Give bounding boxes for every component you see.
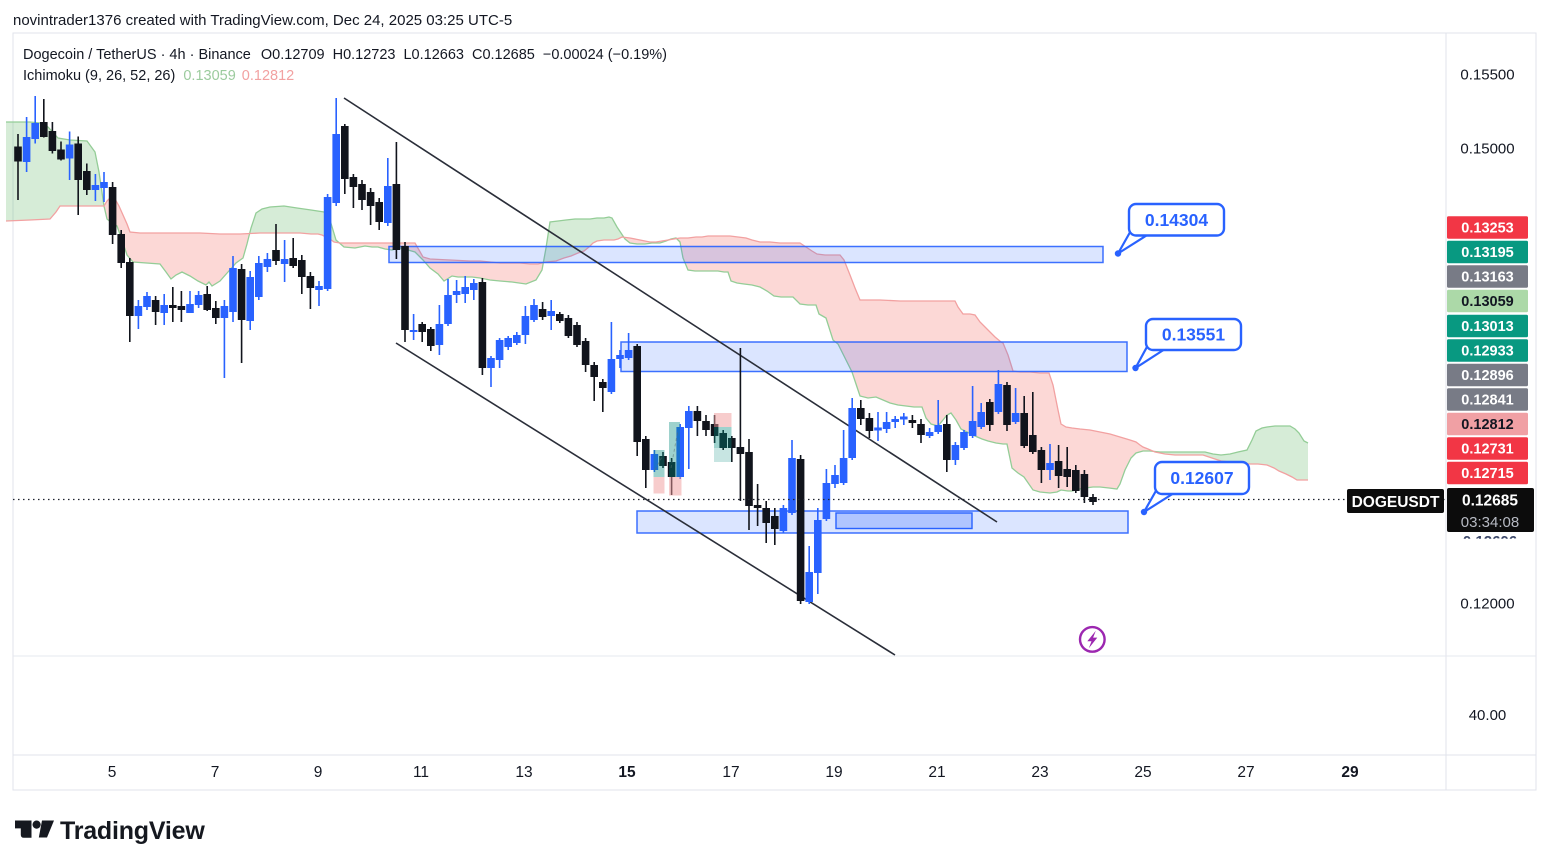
svg-text:27: 27 <box>1237 764 1254 781</box>
svg-text:0.12685: 0.12685 <box>1462 493 1518 510</box>
svg-text:0.12933: 0.12933 <box>1461 344 1513 360</box>
svg-text:0.12841: 0.12841 <box>1461 393 1513 409</box>
svg-text:23: 23 <box>1031 764 1048 781</box>
svg-text:0.12812: 0.12812 <box>1461 417 1513 433</box>
svg-text:0.12000: 0.12000 <box>1460 596 1514 613</box>
svg-text:0.12715: 0.12715 <box>1461 466 1513 482</box>
svg-text:0.13013: 0.13013 <box>1461 319 1513 335</box>
svg-text:29: 29 <box>1341 764 1359 781</box>
svg-text:0.13551: 0.13551 <box>1162 325 1226 345</box>
svg-text:Dogecoin / TetherUS · 4h · Bin: Dogecoin / TetherUS · 4h · Binance O0.12… <box>23 47 667 63</box>
svg-text:11: 11 <box>413 764 429 781</box>
svg-text:9: 9 <box>314 764 323 781</box>
svg-text:0.12606: 0.12606 <box>1463 533 1517 550</box>
svg-text:13: 13 <box>515 764 532 781</box>
svg-text:15: 15 <box>618 764 636 781</box>
svg-text:0.15000: 0.15000 <box>1460 141 1514 158</box>
svg-text:0.12607: 0.12607 <box>1170 468 1233 488</box>
svg-text:03:34:08: 03:34:08 <box>1461 514 1519 531</box>
svg-text:0.12896: 0.12896 <box>1461 368 1513 384</box>
svg-text:19: 19 <box>825 764 842 781</box>
svg-text:DOGEUSDT: DOGEUSDT <box>1352 494 1440 511</box>
svg-text:novintrader1376 created with T: novintrader1376 created with TradingView… <box>13 12 512 29</box>
svg-text:17: 17 <box>722 764 739 781</box>
svg-text:25: 25 <box>1134 764 1151 781</box>
svg-text:21: 21 <box>928 764 945 781</box>
svg-text:7: 7 <box>211 764 220 781</box>
svg-text:40.00: 40.00 <box>1469 707 1507 724</box>
svg-text:0.13059: 0.13059 <box>1461 294 1513 310</box>
svg-text:0.13253: 0.13253 <box>1461 221 1513 237</box>
svg-text:0.13195: 0.13195 <box>1461 245 1513 261</box>
svg-text:0.13163: 0.13163 <box>1461 270 1513 286</box>
svg-text:TradingView: TradingView <box>60 817 205 845</box>
svg-text:0.12731: 0.12731 <box>1461 442 1513 458</box>
svg-text:0.14304: 0.14304 <box>1145 210 1209 230</box>
svg-text:5: 5 <box>108 764 117 781</box>
svg-text:0.15500: 0.15500 <box>1460 67 1514 84</box>
svg-text:Ichimoku (9, 26, 52, 26) 0.130: Ichimoku (9, 26, 52, 26) 0.13059 0.12812 <box>23 68 294 84</box>
